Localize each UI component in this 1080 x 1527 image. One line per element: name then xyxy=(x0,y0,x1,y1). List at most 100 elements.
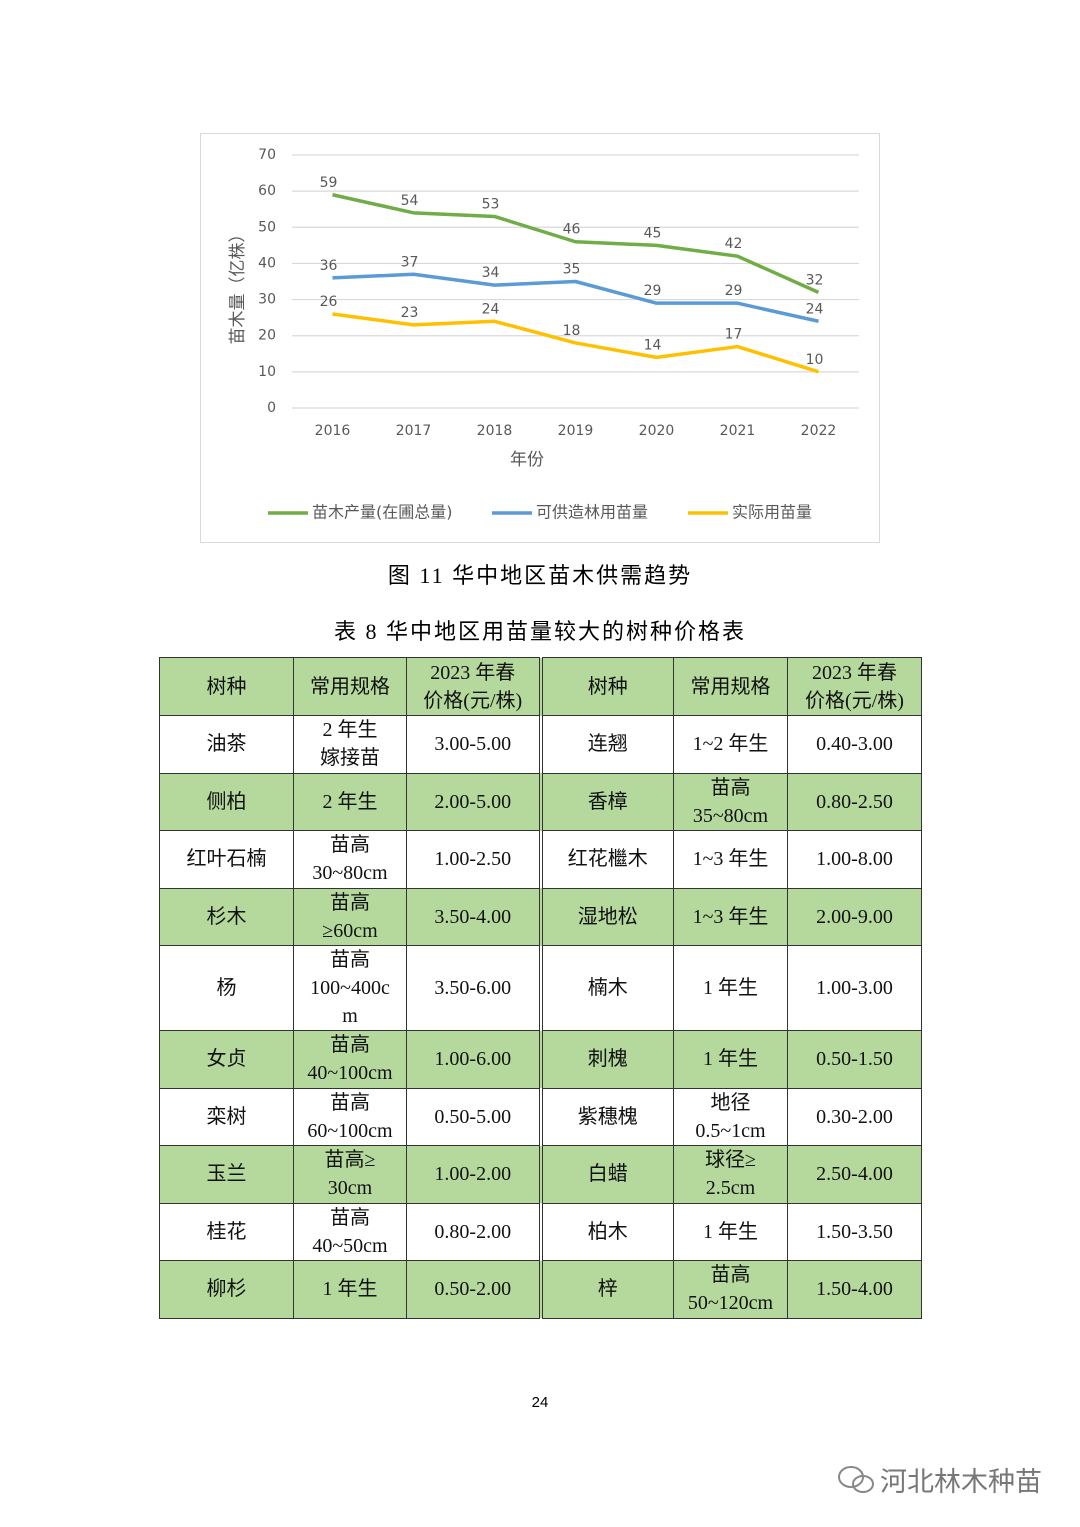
y-axis-title: 苗木量（亿株） xyxy=(228,226,248,345)
table-cell: 0.50-5.00 xyxy=(406,1087,541,1146)
table-cell: 2.00-9.00 xyxy=(787,887,922,946)
y-tick-label: 30 xyxy=(258,292,276,308)
table-cell: 杨 xyxy=(159,945,294,1031)
data-label: 53 xyxy=(482,196,500,212)
table-cell: 2.50-4.00 xyxy=(787,1145,922,1204)
table-cell: 1 年生 xyxy=(673,1030,788,1089)
x-tick-label: 2019 xyxy=(558,423,594,439)
data-label: 42 xyxy=(725,236,743,252)
data-label: 59 xyxy=(320,175,338,191)
data-label: 54 xyxy=(401,193,419,209)
data-label: 24 xyxy=(482,301,500,317)
y-tick-label: 10 xyxy=(258,364,276,380)
table-cell: 树种 xyxy=(538,657,674,716)
page-number: 24 xyxy=(531,1394,549,1411)
table-cell: 1~2 年生 xyxy=(673,715,788,774)
table-cell: 苗高≥ 30cm xyxy=(293,1145,407,1204)
table-cell: 2 年生 xyxy=(293,772,407,831)
table-cell: 1 年生 xyxy=(293,1260,407,1319)
x-tick-label: 2021 xyxy=(720,423,756,439)
table-cell: 2023 年春 价格(元/株) xyxy=(787,657,922,716)
y-tick-label: 50 xyxy=(258,219,276,235)
x-axis-title: 年份 xyxy=(510,450,544,470)
table-cell: 1.00-6.00 xyxy=(406,1030,541,1089)
table-row: 杉木 苗高 ≥60cm 3.50-4.00 湿地松 1~3 年生 2.00-9.00 xyxy=(159,887,922,946)
table-cell: 梓 xyxy=(538,1260,674,1319)
table-row: 女贞 苗高 40~100cm 1.00-6.00 刺槐 1 年生 0.50-1.50 xyxy=(159,1030,922,1089)
table-cell: 柳杉 xyxy=(159,1260,294,1319)
x-tick-label: 2017 xyxy=(396,423,432,439)
x-tick-label: 2018 xyxy=(477,423,513,439)
table-cell: 1.50-3.50 xyxy=(787,1202,922,1261)
table-cell: 苗高 35~80cm xyxy=(673,772,788,831)
data-label: 35 xyxy=(563,262,581,278)
table-cell: 1.00-2.00 xyxy=(406,1145,541,1204)
table-row: 栾树 苗高 60~100cm 0.50-5.00 紫穗槐 地径 0.5~1cm 0.30-… xyxy=(159,1087,922,1146)
data-label: 46 xyxy=(563,222,581,238)
table-cell: 3.50-4.00 xyxy=(406,887,541,946)
table-row: 树种 常用规格 2023 年春 价格(元/株) 树种 常用规格 2023 年春 价格(元/… xyxy=(159,657,922,716)
table-cell: 玉兰 xyxy=(159,1145,294,1204)
table-cell: 油茶 xyxy=(159,715,294,774)
series-line xyxy=(332,193,820,294)
data-label: 18 xyxy=(563,323,581,339)
x-tick-label: 2022 xyxy=(801,423,837,439)
table-cell: 1~3 年生 xyxy=(673,887,788,946)
table-cell: 常用规格 xyxy=(673,657,788,716)
data-label: 37 xyxy=(401,254,419,270)
table-cell: 2.00-5.00 xyxy=(406,772,541,831)
table-cell: 红花檵木 xyxy=(538,830,674,889)
table-cell: 柏木 xyxy=(538,1202,674,1261)
data-label: 32 xyxy=(806,272,824,288)
table-cell: 紫穗槐 xyxy=(538,1087,674,1146)
table-cell: 侧柏 xyxy=(159,772,294,831)
table-cell: 1.00-8.00 xyxy=(787,830,922,889)
table-cell: 白蜡 xyxy=(538,1145,674,1204)
table-title: 表 8 华中地区用苗量较大的树种价格表 xyxy=(333,619,746,644)
data-label: 45 xyxy=(644,225,662,241)
table-cell: 1.00-3.00 xyxy=(787,945,922,1031)
price-table: 树种 常用规格 2023 年春 价格(元/株) 树种 常用规格 2023 年春 价格(元/… xyxy=(159,657,922,1319)
table-cell: 苗高 ≥60cm xyxy=(293,887,407,946)
table-cell: 香樟 xyxy=(538,772,674,831)
data-label: 10 xyxy=(806,352,824,368)
table-cell: 0.50-1.50 xyxy=(787,1030,922,1089)
data-label: 34 xyxy=(482,265,500,281)
table-cell: 1.00-2.50 xyxy=(406,830,541,889)
table-cell: 0.80-2.50 xyxy=(787,772,922,831)
table-row: 油茶 2 年生 嫁接苗 3.00-5.00 连翘 1~2 年生 0.40-3.00 xyxy=(159,715,922,774)
data-label: 36 xyxy=(320,258,338,274)
legend-label: 可供造林用苗量 xyxy=(536,503,648,522)
data-label: 26 xyxy=(320,294,338,310)
x-tick-label: 2020 xyxy=(639,423,675,439)
table-cell: 地径 0.5~1cm xyxy=(673,1087,788,1146)
data-label: 23 xyxy=(401,305,419,321)
table-row: 桂花 苗高 40~50cm 0.80-2.00 柏木 1 年生 1.50-3.50 xyxy=(159,1202,922,1261)
table-cell: 0.40-3.00 xyxy=(787,715,922,774)
y-tick-label: 40 xyxy=(258,255,276,271)
table-cell: 3.50-6.00 xyxy=(406,945,541,1031)
table-cell: 湿地松 xyxy=(538,887,674,946)
table-cell: 3.00-5.00 xyxy=(406,715,541,774)
table-cell: 楠木 xyxy=(538,945,674,1031)
table-row: 红叶石楠 苗高 30~80cm 1.00-2.50 红花檵木 1~3 年生 1.00-8.… xyxy=(159,830,922,889)
table-row: 杨苗高 100~400c m 3.50-6.00 楠木 1 年生 1.00-3.00 xyxy=(159,945,922,1031)
table-row: 柳杉 1 年生 0.50-2.00 梓苗高 50~120cm 1.50-4.00 xyxy=(159,1260,922,1319)
table-cell: 常用规格 xyxy=(293,657,407,716)
chart-frame xyxy=(200,133,880,543)
table-cell: 树种 xyxy=(159,657,294,716)
table-cell: 1~3 年生 xyxy=(673,830,788,889)
y-tick-label: 60 xyxy=(258,183,276,199)
x-tick-label: 2016 xyxy=(315,423,351,439)
series-line xyxy=(332,272,819,323)
table-cell: 苗高 40~100cm xyxy=(293,1030,407,1089)
y-tick-label: 0 xyxy=(267,400,276,416)
data-label: 17 xyxy=(725,327,743,343)
table-cell: 桂花 xyxy=(159,1202,294,1261)
legend-label: 实际用苗量 xyxy=(732,503,812,522)
table-cell: 0.80-2.00 xyxy=(406,1202,541,1261)
table-cell: 2 年生 嫁接苗 xyxy=(293,715,407,774)
table-cell: 1.50-4.00 xyxy=(787,1260,922,1319)
table-cell: 苗高 30~80cm xyxy=(293,830,407,889)
